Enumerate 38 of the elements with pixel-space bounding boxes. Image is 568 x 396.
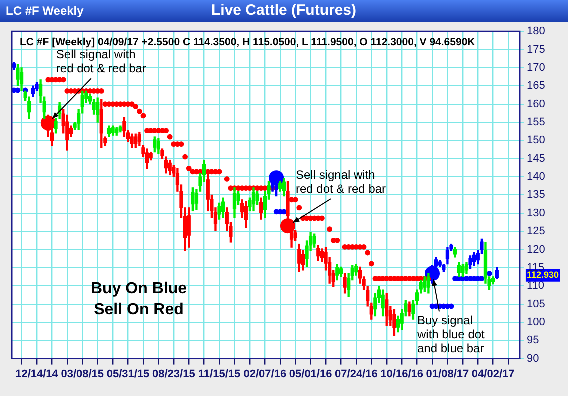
y-tick-label: 170 bbox=[526, 62, 546, 74]
y-tick-label: 155 bbox=[526, 116, 546, 129]
x-tick-label: 07/24/16 bbox=[335, 368, 378, 380]
x-tick-label: 11/15/15 bbox=[198, 368, 241, 380]
annotation: Sell signal with red dot & red bar bbox=[56, 48, 146, 76]
y-tick-label: 120 bbox=[526, 244, 546, 256]
annotation: Buy On Blue bbox=[90, 280, 188, 298]
y-tick-label: 110 bbox=[526, 280, 545, 292]
text: LC #F Weekly bbox=[6, 4, 84, 18]
x-tick-label: 05/31/15 bbox=[106, 368, 150, 380]
y-tick-label: 180 bbox=[526, 26, 546, 38]
annotation: Sell On Red bbox=[94, 301, 184, 318]
y-tick-label: 175 bbox=[526, 44, 546, 56]
chart-title: Live Cattle (Futures) bbox=[211, 2, 357, 19]
y-tick-label: 150 bbox=[526, 134, 546, 147]
x-tick-label: 03/08/15 bbox=[61, 368, 104, 380]
x-tick-label: 12/14/14 bbox=[16, 368, 60, 380]
y-tick-label: 100 bbox=[526, 316, 546, 328]
x-tick-label: 10/16/16 bbox=[380, 368, 424, 380]
annotation: Sell signal with red dot & red bar bbox=[296, 168, 386, 196]
x-tick-label: 02/07/16 bbox=[244, 368, 287, 380]
y-tick-label: 90 bbox=[526, 352, 540, 365]
x-tick-label: 04/02/17 bbox=[472, 368, 515, 380]
y-tick-label: 135 bbox=[526, 189, 546, 202]
y-tick-label: 105 bbox=[526, 298, 546, 310]
y-tick-label: 130 bbox=[526, 207, 546, 220]
annotation: Buy signal with blue dot and blue bar bbox=[416, 314, 486, 356]
y-tick-label: 145 bbox=[526, 152, 546, 165]
x-tick-label: 01/08/17 bbox=[426, 368, 470, 380]
y-tick-label: 112.930 bbox=[526, 270, 560, 280]
y-tick-label: 95 bbox=[526, 334, 540, 347]
y-tick-label: 125 bbox=[526, 226, 546, 238]
x-tick-label: 05/01/16 bbox=[289, 368, 332, 380]
text: LC #F [Weekly] 04/09/17 +2.5500 C 114.3500, H 115.0500, L 111.9500, O 112.3000, V 94.6590K bbox=[20, 36, 476, 49]
y-tick-label: 165 bbox=[526, 80, 546, 92]
x-tick-label: 08/23/15 bbox=[152, 368, 196, 380]
y-tick-label: 160 bbox=[526, 98, 546, 110]
y-tick-label: 140 bbox=[526, 171, 546, 184]
